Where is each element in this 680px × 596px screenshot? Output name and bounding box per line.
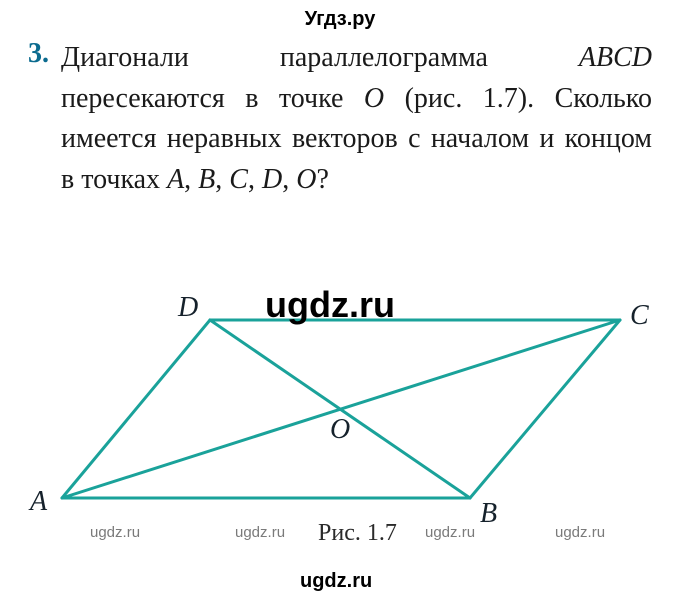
var-o2: O xyxy=(296,164,316,195)
var-c: C xyxy=(229,164,248,195)
vertex-label-o: O xyxy=(330,414,350,446)
text-part: , xyxy=(248,164,262,195)
text-part: пересекаются в точке xyxy=(61,83,364,114)
text-part: ? xyxy=(316,164,328,195)
vertex-label-b: B xyxy=(480,498,497,530)
watermark-small-1: ugdz.ru xyxy=(90,524,140,541)
text-part: , xyxy=(215,164,229,195)
watermark-bottom: ugdz.ru xyxy=(300,570,372,593)
text-part: Диагонали параллелограмма xyxy=(61,42,579,73)
figure-caption: Рис. 1.7 xyxy=(318,520,397,547)
vertex-label-c: C xyxy=(630,300,649,332)
watermark-small-2: ugdz.ru xyxy=(235,524,285,541)
watermark-small-3: ugdz.ru xyxy=(425,524,475,541)
problem-number: 3. xyxy=(28,38,49,70)
var-d: D xyxy=(262,164,282,195)
vertex-label-a: A xyxy=(30,486,47,518)
problem-text: Диагонали параллелограмма ABCD пересекаю… xyxy=(61,38,652,200)
watermark-small-4: ugdz.ru xyxy=(555,524,605,541)
problem-block: 3. Диагонали параллелограмма ABCD пересе… xyxy=(28,38,652,200)
watermark-top: Угдз.ру xyxy=(305,8,376,31)
var-b: B xyxy=(198,164,215,195)
var-o: O xyxy=(364,83,384,114)
vertex-label-d: D xyxy=(178,292,198,324)
text-part: , xyxy=(282,164,296,195)
text-part: , xyxy=(184,164,198,195)
watermark-center: ugdz.ru xyxy=(265,284,395,326)
var-abcd: ABCD xyxy=(579,42,652,73)
var-a: A xyxy=(167,164,184,195)
